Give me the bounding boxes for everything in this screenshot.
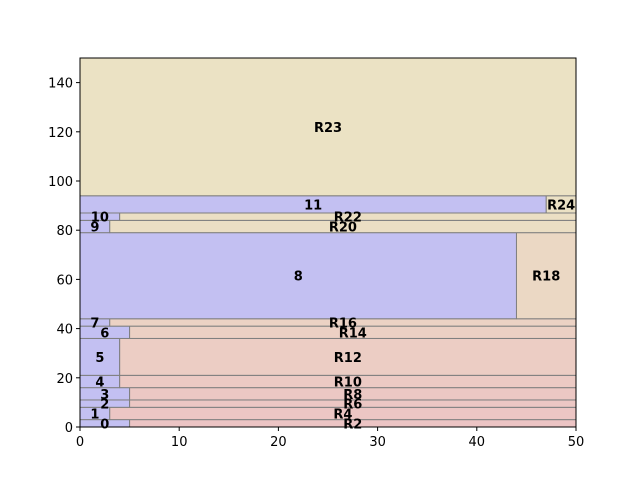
y-tick-label: 20 (56, 372, 73, 387)
rectangles-layer (79, 57, 577, 428)
rect-label-8: 8 (294, 270, 303, 285)
x-tick-label: 0 (76, 435, 84, 450)
y-axis: 0 20 40 60 80 100 120 140 (48, 77, 80, 436)
rect-label-9: 9 (90, 221, 99, 236)
rect-label-r8: R8 (343, 388, 362, 403)
y-tick-label: 140 (48, 77, 73, 92)
x-tick-label: 50 (568, 435, 585, 450)
rect-r12 (119, 337, 577, 376)
y-tick-label: 0 (65, 421, 73, 436)
rect-label-7: 7 (90, 316, 99, 331)
rect-label-5: 5 (95, 351, 104, 366)
rectangle-labels-layer: 0 R2 1 R4 2 R6 3 R8 4 R10 5 R12 6 R14 7 R16 8 R18 9 R20 10 R2… (90, 121, 575, 432)
rect-label-0: 0 (100, 417, 109, 432)
x-tick-label: 10 (171, 435, 188, 450)
y-tick-label: 100 (48, 175, 73, 190)
rect-5 (79, 337, 121, 376)
y-tick-label: 40 (56, 323, 73, 338)
x-tick-label: 30 (369, 435, 386, 450)
plot-frame (79, 57, 577, 428)
rect-label-6: 6 (100, 326, 109, 341)
rect-label-r14: R14 (339, 326, 367, 341)
rect-label-4: 4 (95, 375, 104, 390)
rect-label-2: 2 (100, 398, 109, 413)
rect-label-10: 10 (91, 211, 109, 226)
x-axis: 0 10 20 30 40 50 (76, 427, 584, 450)
rect-label-r4: R4 (333, 407, 352, 422)
rect-label-3: 3 (100, 388, 109, 403)
rect-label-r16: R16 (329, 316, 357, 331)
rect-label-r6: R6 (343, 398, 362, 413)
y-tick-label: 60 (56, 273, 73, 288)
rect-label-r10: R10 (334, 375, 362, 390)
rect-label-r23: R23 (314, 121, 342, 136)
rect-label-r22: R22 (334, 211, 362, 226)
rect-label-11: 11 (304, 198, 322, 213)
rect-label-r2: R2 (343, 417, 362, 432)
y-tick-label: 120 (48, 126, 73, 141)
rect-label-r24: R24 (547, 198, 575, 213)
x-tick-label: 20 (270, 435, 287, 450)
x-tick-label: 40 (469, 435, 486, 450)
rect-label-1: 1 (90, 407, 99, 422)
rect-label-r12: R12 (334, 351, 362, 366)
rect-8 (79, 232, 517, 320)
rect-label-r18: R18 (532, 270, 560, 285)
y-tick-label: 80 (56, 224, 73, 239)
rect-label-r20: R20 (329, 221, 357, 236)
